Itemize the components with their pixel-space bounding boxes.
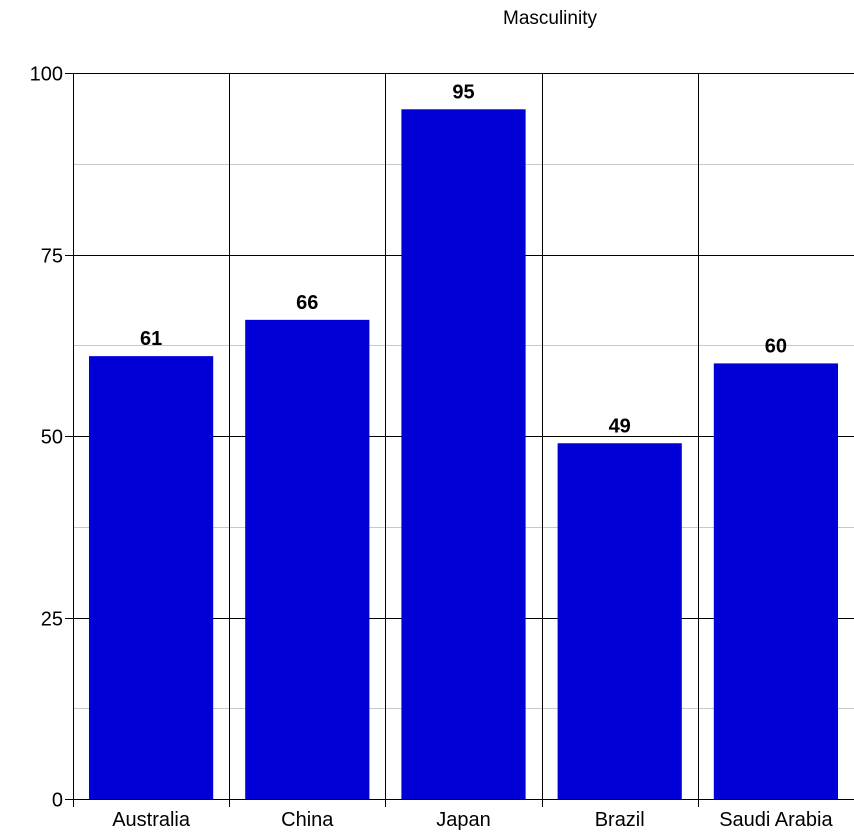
y-tick-label-0: 0 [52, 790, 63, 812]
y-tick-label-1: 25 [41, 609, 63, 631]
x-tick-label-brazil: Brazil [595, 809, 645, 831]
x-tick-label-australia: Australia [112, 809, 191, 831]
data-label-japan: 95 [452, 81, 474, 103]
bar-japan [401, 109, 526, 800]
bars [89, 109, 838, 800]
axes [65, 73, 854, 807]
data-label-brazil: 49 [609, 415, 631, 437]
bar-saudi-arabia [713, 363, 838, 799]
labels: 0 25 50 75 100 61 Australia 66 China 95 Japan 49 Bra… [30, 64, 834, 832]
x-tick-label-japan: Japan [436, 809, 491, 831]
bar-china [245, 319, 370, 799]
chart-title: Masculinity [503, 8, 597, 29]
x-tick-label-saudi-arabia: Saudi Arabia [719, 809, 833, 831]
bar-brazil [557, 443, 682, 799]
data-label-china: 66 [296, 292, 318, 314]
data-label-saudi-arabia: 60 [765, 335, 787, 357]
x-tick-label-china: China [281, 809, 334, 831]
y-tick-label-4: 100 [30, 64, 63, 86]
data-label-australia: 61 [140, 328, 162, 350]
bar-australia [89, 356, 214, 799]
y-tick-label-2: 50 [41, 427, 63, 449]
y-tick-label-3: 75 [41, 246, 63, 268]
